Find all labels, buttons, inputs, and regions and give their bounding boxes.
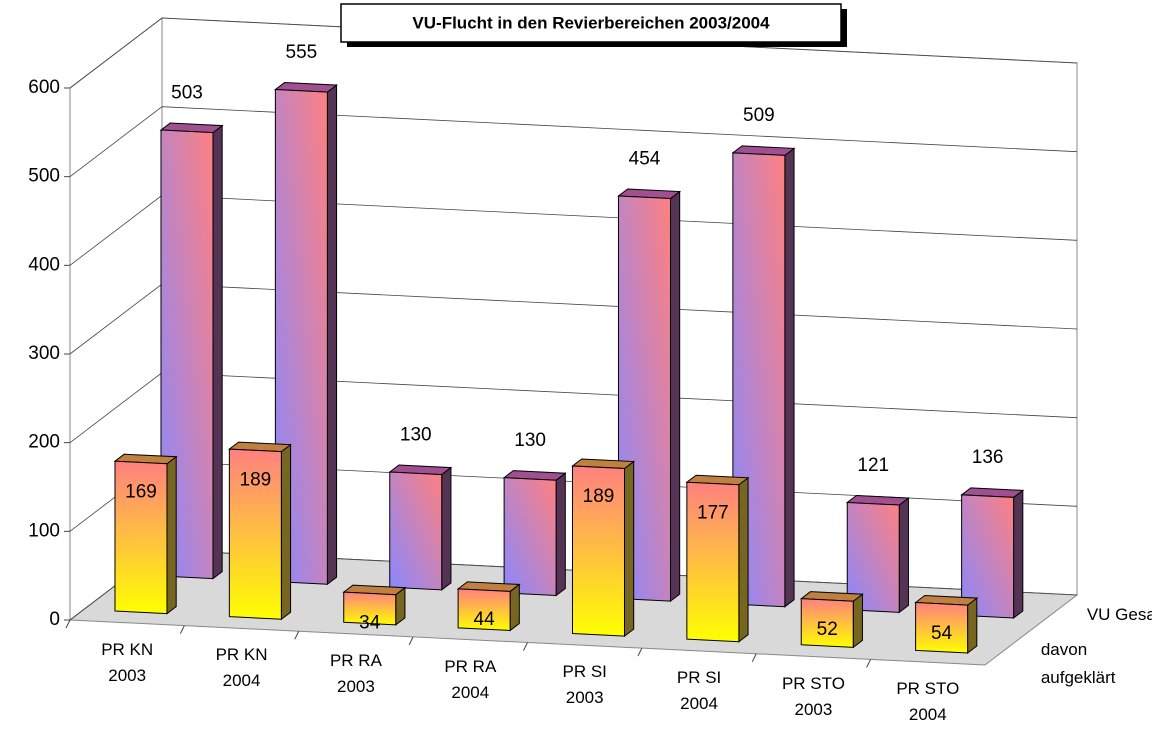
bar-front <box>457 588 511 631</box>
value-label: 189 <box>583 486 615 507</box>
bar-side <box>441 466 452 591</box>
bar-front <box>389 471 443 591</box>
x-tick-label: PR RA 2003 <box>329 651 382 697</box>
bar <box>113 453 178 615</box>
legend-label: VU Gesamt <box>1086 605 1152 625</box>
bar-front <box>846 501 900 613</box>
bar <box>960 487 1025 619</box>
x-tick-label: PR STO 2003 <box>781 673 845 719</box>
value-label: 509 <box>743 105 775 126</box>
bar-front <box>571 465 625 637</box>
bar <box>388 464 453 591</box>
y-tick-label: 400 <box>28 254 60 275</box>
y-tick-label: 100 <box>28 520 60 541</box>
bar-side <box>1013 489 1024 619</box>
bar-side <box>166 455 177 615</box>
bar-front <box>800 598 854 648</box>
y-tick-label: 0 <box>49 609 60 630</box>
bar-side <box>509 583 520 632</box>
value-label: 54 <box>931 623 953 644</box>
x-tick-label: PR RA 2004 <box>444 656 497 702</box>
value-label: 454 <box>629 148 661 169</box>
bar <box>502 470 567 597</box>
value-label: 130 <box>400 424 432 445</box>
x-tick <box>294 631 300 640</box>
legend-label: davon aufgeklärt <box>1040 640 1116 688</box>
bar-side <box>326 84 338 586</box>
bar <box>571 458 636 638</box>
bar-side <box>555 472 566 597</box>
y-tick-label: 600 <box>28 77 60 98</box>
bar <box>342 584 407 626</box>
x-tick <box>408 636 414 646</box>
value-label: 34 <box>359 612 381 633</box>
bar-side <box>669 190 681 603</box>
bar <box>685 474 750 643</box>
x-tick <box>523 642 528 651</box>
grid-line <box>69 106 1078 177</box>
bar-front <box>503 477 557 596</box>
bar-front <box>915 602 969 654</box>
x-tick <box>751 653 757 662</box>
bar-front <box>961 494 1015 619</box>
grid-line <box>69 17 1078 89</box>
bar-side <box>623 460 635 638</box>
value-label: 52 <box>817 619 838 640</box>
value-label: 503 <box>171 82 203 103</box>
bar <box>159 122 224 580</box>
x-tick <box>65 619 71 629</box>
bar-side <box>280 443 292 621</box>
y-tick-label: 500 <box>28 166 60 187</box>
title-box <box>340 3 842 43</box>
bar <box>845 494 910 614</box>
bar <box>799 591 864 649</box>
bar-side <box>967 597 978 654</box>
value-label: 121 <box>857 455 889 476</box>
value-label: 177 <box>697 503 729 524</box>
value-label: 555 <box>286 42 318 63</box>
bar-side <box>212 124 223 580</box>
bar-front <box>114 460 168 615</box>
bar-front <box>686 481 740 643</box>
bar-side <box>738 476 749 643</box>
bar-front <box>228 448 282 620</box>
bar <box>914 595 979 654</box>
x-tick <box>179 625 185 634</box>
value-label: 130 <box>514 430 546 451</box>
x-tick-label: PR SI 2003 <box>562 662 607 708</box>
bar-side <box>784 147 795 608</box>
x-tick-label: PR SI 2004 <box>676 667 722 713</box>
bar-side <box>852 593 863 649</box>
x-tick-label: PR KN 2004 <box>215 645 268 691</box>
bar-side <box>898 497 909 614</box>
value-label: 169 <box>125 481 157 502</box>
y-tick-label: 300 <box>28 343 60 364</box>
bar-front <box>343 591 397 626</box>
bar <box>456 581 521 632</box>
value-label: 189 <box>240 469 272 490</box>
x-tick-label: PR STO 2004 <box>896 679 960 725</box>
value-label: 136 <box>972 447 1004 468</box>
bar <box>227 441 292 621</box>
y-tick-label: 200 <box>28 432 60 453</box>
value-label: 44 <box>474 609 496 630</box>
x-tick-label: PR KN 2003 <box>101 639 154 685</box>
x-tick <box>866 659 872 668</box>
x-tick <box>637 647 643 657</box>
chart-title: VU-Flucht in den Revierbereichen 2003/20… <box>412 13 770 32</box>
